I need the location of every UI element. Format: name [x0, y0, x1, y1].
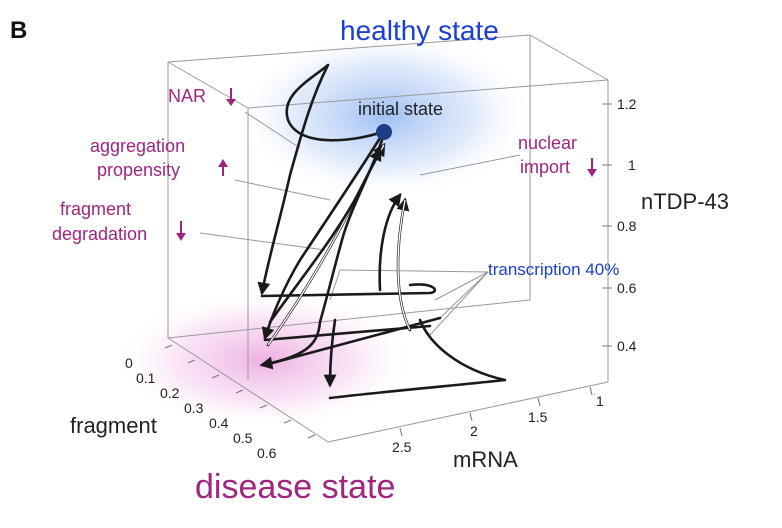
x-axis-tick-labels: 0 0.1 0.2 0.3 0.4 0.5 0.6	[125, 355, 277, 461]
trajectory-aggregation	[261, 136, 382, 341]
x-tick-label: 0	[125, 355, 133, 371]
z-tick-label: 1	[628, 157, 636, 173]
z-axis-title: nTDP-43	[641, 189, 729, 214]
x-tick-label: 0.5	[233, 430, 253, 446]
trajectories	[257, 63, 507, 400]
healthy-state-label: healthy state	[340, 15, 499, 46]
disease-state-glow	[115, 290, 415, 430]
fragment-degradation-label-line1: fragment	[60, 199, 131, 219]
aggregation-label-line2: propensity	[97, 160, 180, 180]
nuclear-import-label-line2: import	[520, 157, 570, 177]
y-tick-label: 1	[596, 393, 604, 409]
y-tick-label: 1.5	[528, 409, 548, 425]
y-tick-label: 2.5	[392, 439, 412, 455]
fragment-degradation-label-line2: degradation	[52, 224, 147, 244]
x-tick-label: 0.6	[257, 445, 277, 461]
z-axis-ticks	[602, 103, 612, 347]
disease-state-label: disease state	[195, 468, 395, 506]
x-tick-label: 0.3	[184, 400, 204, 416]
y-axis-ticks	[399, 386, 593, 437]
x-axis-title: fragment	[70, 413, 157, 438]
x-tick-label: 0.2	[160, 385, 180, 401]
x-tick-label: 0.4	[209, 415, 229, 431]
healthy-state-glow	[235, 30, 535, 200]
aggregation-up-arrow-icon	[218, 159, 228, 176]
aggregation-label-line1: aggregation	[90, 136, 185, 156]
x-tick-label: 0.1	[136, 370, 156, 386]
initial-state-point	[376, 124, 392, 140]
transcription-label: transcription 40%	[488, 260, 619, 279]
annotation-arrows	[176, 88, 597, 241]
nuclear-down-arrow-icon	[587, 158, 597, 177]
z-tick-label: 0.6	[617, 280, 637, 296]
y-axis-title: mRNA	[453, 447, 518, 472]
y-axis-tick-labels: 2.5 2 1.5 1	[392, 393, 604, 455]
y-tick-label: 2	[470, 423, 478, 439]
z-tick-label: 0.4	[617, 338, 637, 354]
x-axis-ticks	[164, 344, 316, 439]
trajectory-nar	[257, 63, 384, 296]
panel-label: B	[10, 17, 27, 44]
z-axis-tick-labels: 1.2 1 0.8 0.6 0.4	[617, 96, 637, 354]
box-frame	[167, 34, 609, 443]
nar-label: NAR	[168, 86, 206, 106]
nuclear-import-label-line1: nuclear	[518, 133, 577, 153]
nar-down-arrow-icon	[226, 88, 236, 106]
fragment-down-arrow-icon	[176, 221, 186, 241]
trajectory-return-2	[268, 147, 382, 324]
z-tick-label: 0.8	[617, 218, 637, 234]
annotation-leaders	[199, 111, 521, 336]
initial-state-label: initial state	[358, 99, 443, 119]
trajectory-nuclear	[378, 192, 402, 292]
z-tick-label: 1.2	[617, 96, 637, 112]
